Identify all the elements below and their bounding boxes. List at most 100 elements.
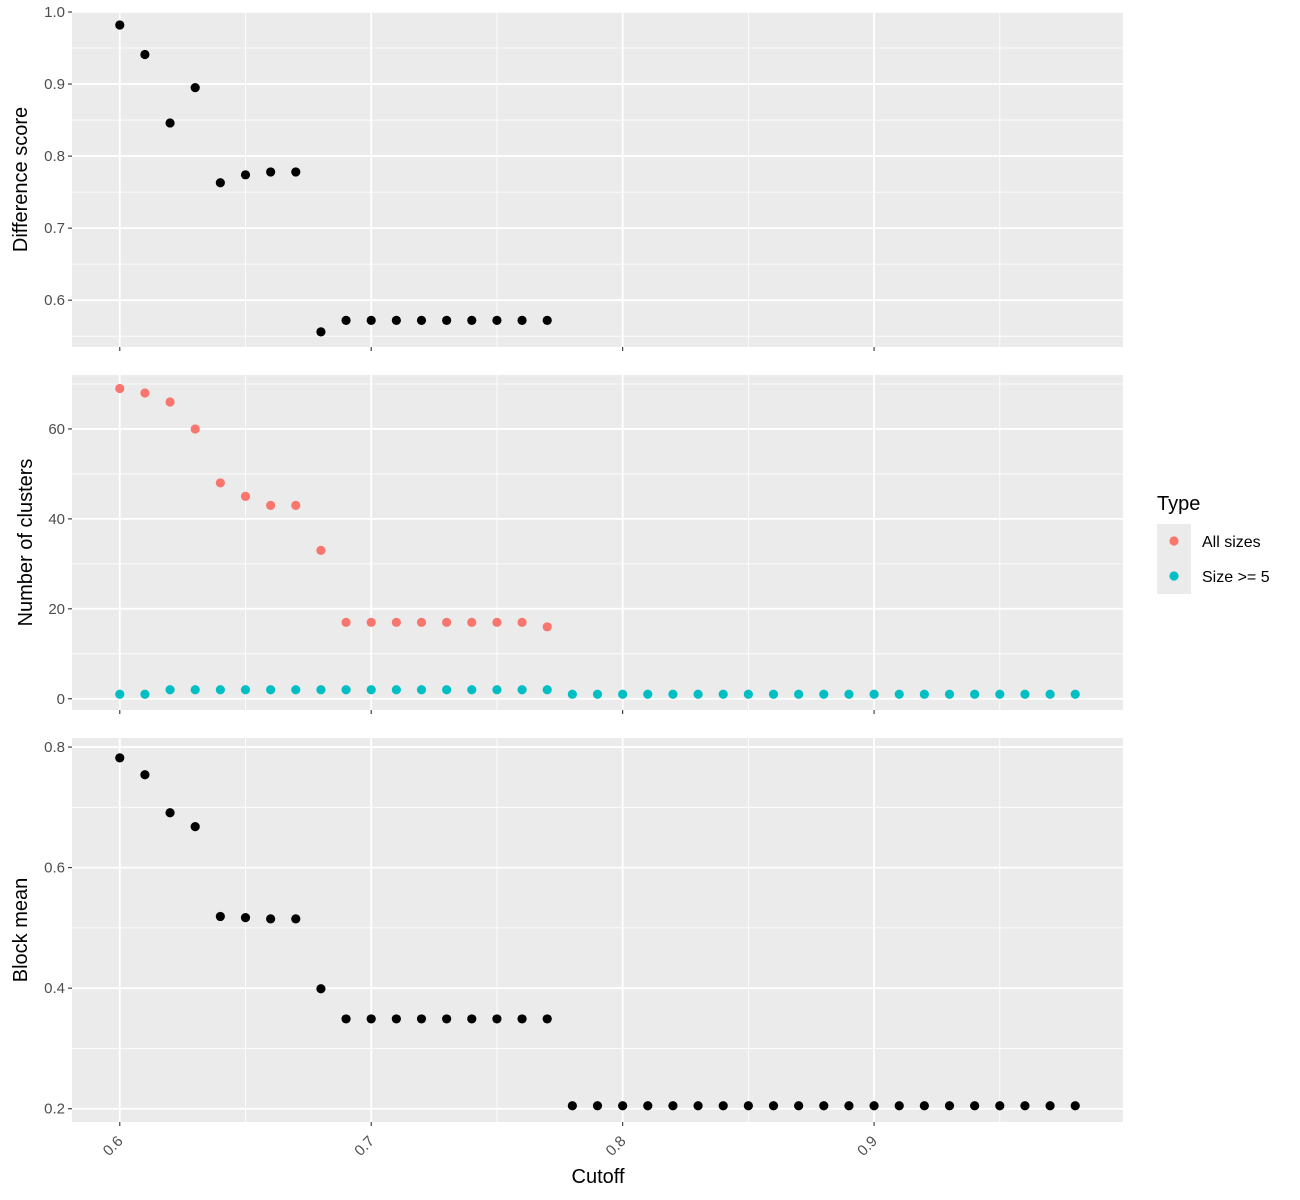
- data-point: [718, 1101, 728, 1111]
- data-point: [341, 1014, 351, 1024]
- data-point: [618, 1101, 628, 1111]
- data-point: [1045, 1101, 1055, 1111]
- y-tick-label: 0.4: [44, 980, 65, 997]
- data-point: [291, 914, 301, 924]
- y-axis-title: Block mean: [10, 878, 32, 983]
- data-point: [970, 689, 980, 699]
- data-point: [442, 685, 452, 695]
- y-axis-title: Number of clusters: [15, 459, 37, 627]
- panel-2: 0 20 40 60 Number of clusters: [15, 375, 1123, 714]
- data-point: [995, 1101, 1005, 1111]
- data-point: [215, 911, 225, 922]
- series-1: [115, 20, 552, 337]
- data-point: [1020, 1101, 1030, 1111]
- data-point: [215, 178, 225, 188]
- legend-items: All sizes Size >= 5: [1169, 534, 1270, 586]
- data-point: [316, 545, 326, 555]
- legend-title: Type: [1157, 493, 1200, 515]
- data-point: [743, 689, 753, 699]
- y-tick-label: 1.0: [44, 4, 65, 21]
- data-point: [240, 913, 251, 923]
- data-point: [165, 118, 175, 128]
- legend-key-background: [1157, 524, 1191, 594]
- y-axis-title: Difference score: [10, 107, 32, 252]
- data-point: [115, 20, 125, 30]
- data-point: [165, 685, 175, 695]
- data-point: [391, 315, 401, 325]
- data-point: [794, 1101, 804, 1111]
- data-point: [743, 1101, 753, 1111]
- data-point: [467, 617, 477, 627]
- data-point: [492, 617, 502, 627]
- y-tick-label: 0.2: [44, 1101, 65, 1118]
- data-point: [416, 1014, 427, 1024]
- data-point: [944, 689, 955, 699]
- y-tick-label: 0.7: [44, 220, 65, 237]
- data-point: [1045, 689, 1055, 699]
- data-point: [517, 685, 527, 695]
- data-point: [592, 1101, 603, 1111]
- data-point: [919, 1101, 929, 1111]
- data-point: [592, 689, 603, 699]
- legend-key-dot: [1169, 536, 1179, 546]
- y-tick-label: 0.8: [44, 739, 65, 756]
- panel-background: [72, 738, 1123, 1122]
- data-point: [341, 315, 351, 325]
- data-point: [240, 491, 251, 502]
- data-point: [1070, 689, 1080, 699]
- y-tick-label: 0: [57, 691, 65, 708]
- y-tick-label: 40: [48, 511, 65, 528]
- legend-label: Size >= 5: [1202, 569, 1270, 586]
- data-point: [291, 685, 301, 695]
- data-point: [291, 500, 301, 511]
- data-point: [140, 689, 150, 699]
- data-point: [894, 1101, 904, 1111]
- data-point: [115, 689, 125, 699]
- data-point: [869, 1101, 879, 1111]
- data-point: [819, 689, 829, 699]
- data-point: [517, 315, 527, 325]
- data-point: [894, 689, 904, 699]
- data-point: [190, 822, 200, 832]
- data-point: [442, 1014, 452, 1024]
- data-point: [542, 622, 552, 632]
- data-point: [266, 500, 276, 511]
- data-point: [517, 1014, 527, 1024]
- y-tick-label: 0.9: [44, 76, 65, 93]
- y-tick-label: 0.6: [44, 860, 65, 877]
- data-point: [190, 424, 200, 434]
- data-point: [492, 685, 502, 695]
- data-point: [618, 689, 628, 699]
- data-point: [190, 685, 200, 695]
- series-2: [115, 685, 1080, 699]
- x-axis-title: Cutoff: [572, 1166, 625, 1188]
- data-point: [115, 753, 125, 763]
- data-point: [190, 83, 200, 93]
- data-point: [391, 617, 401, 627]
- data-point: [291, 167, 301, 177]
- x-tick-label: 0.6: [100, 1133, 127, 1160]
- data-point: [643, 1101, 653, 1111]
- panel-3: 0.2 0.4 0.6 0.8 Block mean: [10, 738, 1123, 1126]
- data-point: [140, 770, 150, 780]
- data-point: [567, 689, 577, 699]
- legend-key-dot: [1169, 571, 1179, 581]
- panel-background: [72, 375, 1123, 710]
- data-point: [442, 315, 452, 325]
- data-point: [819, 1101, 829, 1111]
- data-point: [869, 689, 879, 699]
- data-point: [341, 685, 351, 695]
- data-point: [115, 383, 125, 394]
- data-point: [693, 689, 703, 699]
- data-point: [567, 1101, 577, 1111]
- x-tick-label: 0.7: [351, 1133, 378, 1160]
- x-tick-label: 0.8: [603, 1133, 630, 1160]
- data-point: [140, 388, 150, 398]
- data-point: [391, 1014, 401, 1024]
- x-axis: 0.6 0.7 0.8 0.9: [100, 1133, 881, 1160]
- data-point: [492, 315, 502, 325]
- data-point: [542, 1014, 552, 1024]
- data-point: [919, 689, 929, 699]
- data-point: [442, 617, 452, 627]
- data-point: [467, 1014, 477, 1024]
